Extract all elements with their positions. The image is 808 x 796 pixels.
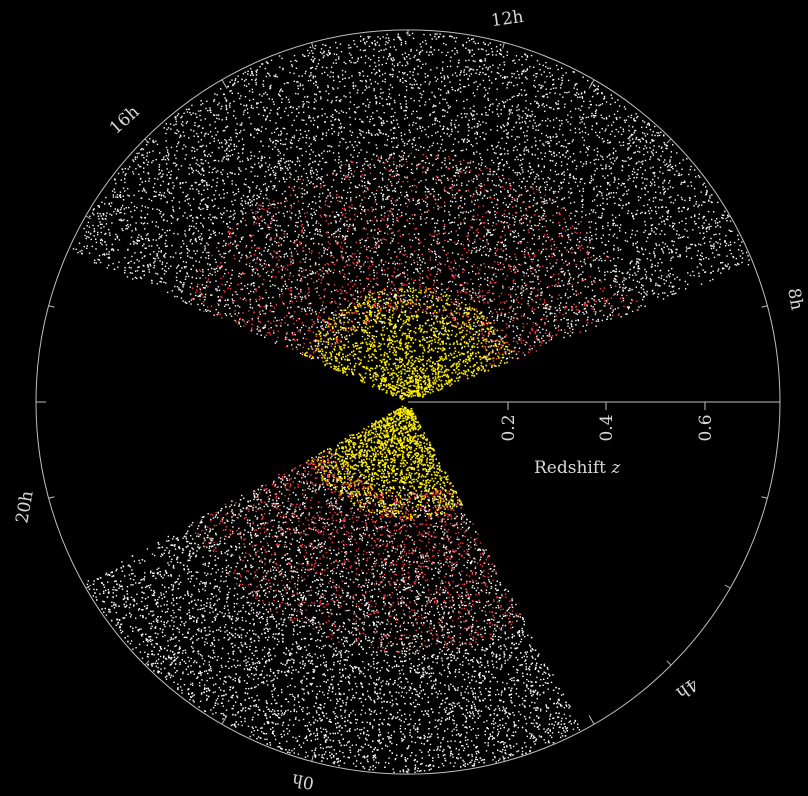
galaxy-points <box>72 32 750 773</box>
hour-tick <box>85 584 92 589</box>
hour-tick <box>85 215 92 220</box>
hour-tick <box>221 715 228 725</box>
hour-tick <box>761 305 768 308</box>
hour-tick <box>666 660 672 666</box>
hour-tick <box>48 496 55 499</box>
hour-tick <box>724 584 731 589</box>
hour-tick <box>144 660 150 666</box>
hour-label-20h: 20h <box>12 489 37 525</box>
hour-tick <box>666 138 672 144</box>
redshift-tick-label-0.6: 0.6 <box>696 414 716 441</box>
hour-tick <box>502 755 505 762</box>
hour-tick <box>588 715 595 725</box>
hour-tick <box>724 215 731 220</box>
hour-tick <box>311 42 314 49</box>
hour-label-12h: 12h <box>490 7 525 31</box>
hour-label-8h: 8h <box>783 287 806 312</box>
redshift-tick-label-0.4: 0.4 <box>597 414 617 441</box>
axis-title-text: Redshift <box>534 458 606 478</box>
redshift-tick-label-0.2: 0.2 <box>499 414 519 441</box>
hour-label-4h: 4h <box>672 674 701 703</box>
hour-label-0h: 0h <box>291 769 316 792</box>
hour-tick <box>502 42 505 49</box>
hour-tick <box>588 79 595 89</box>
hour-tick <box>311 755 314 762</box>
hour-tick <box>761 496 768 499</box>
redshift-axis-title: Redshift z <box>534 458 621 478</box>
axis-variable: z <box>610 458 621 478</box>
hour-tick <box>221 79 228 89</box>
hour-label-16h: 16h <box>106 102 144 139</box>
hour-tick <box>48 305 55 308</box>
hour-tick <box>144 138 150 144</box>
